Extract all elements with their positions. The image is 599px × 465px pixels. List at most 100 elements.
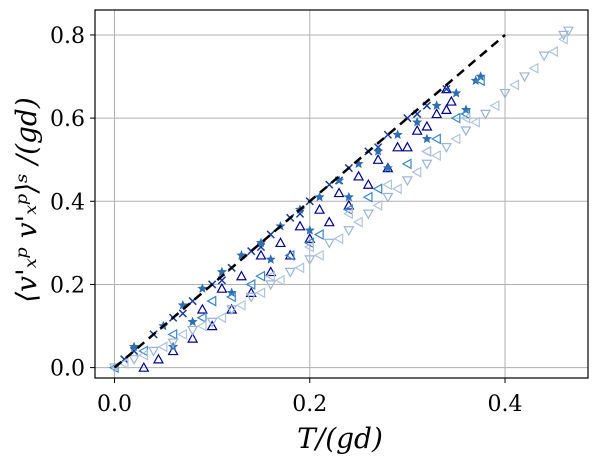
y-tick-label: 0.0 [50, 357, 85, 382]
data-point [445, 95, 457, 106]
x-ticks: 0.0 0.2 0.4 [97, 378, 523, 417]
data-point [362, 191, 373, 203]
data-point [255, 249, 267, 260]
data-point [499, 88, 511, 99]
data-point [372, 153, 384, 164]
plot-frame [94, 9, 589, 379]
data-point [196, 312, 207, 324]
data-point [265, 280, 277, 291]
y-tick-label: 0.2 [50, 273, 85, 298]
data-point [187, 316, 198, 327]
data-point [557, 33, 568, 45]
data-point [206, 320, 218, 331]
data-point [196, 320, 207, 332]
data-point [225, 291, 236, 303]
data-point [548, 46, 559, 58]
data-point [129, 341, 140, 352]
data-point [460, 112, 471, 124]
data-point [216, 266, 227, 277]
data-point [108, 362, 119, 374]
data-point [313, 229, 324, 241]
data-point [440, 83, 452, 94]
data-point [245, 287, 257, 297]
data-point [411, 124, 423, 135]
data-point [197, 283, 208, 293]
y-tick-label: 0.4 [50, 190, 85, 215]
data-point [206, 317, 218, 328]
grid-lines [95, 10, 588, 378]
data-point [313, 249, 324, 261]
data-point [362, 178, 374, 189]
data-point [421, 145, 432, 157]
data-point [362, 209, 374, 220]
data-point [196, 303, 208, 314]
data-point [442, 84, 451, 94]
data-point [274, 274, 285, 286]
data-point [304, 225, 315, 235]
data-point [226, 305, 238, 316]
data-point [451, 87, 462, 98]
data-point [314, 203, 326, 214]
data-point [118, 357, 129, 369]
data-point [343, 208, 354, 220]
data-point [255, 270, 266, 282]
data-point [255, 287, 266, 299]
data-point [284, 249, 296, 260]
data-point [401, 158, 412, 170]
data-point [343, 226, 355, 237]
data-point [216, 282, 228, 293]
data-point [372, 183, 383, 195]
series-group [118, 33, 568, 369]
data-point [353, 170, 365, 181]
data-point [109, 363, 121, 374]
data-point [401, 141, 413, 152]
data-point [562, 26, 574, 37]
data-point [474, 75, 485, 87]
data-point [264, 270, 275, 282]
data-point [430, 133, 441, 145]
data-point [421, 133, 432, 144]
data-point [401, 176, 413, 187]
data-point [245, 278, 256, 290]
data-point [519, 72, 531, 83]
series-group [138, 83, 457, 372]
data-point [304, 232, 316, 243]
data-point [284, 249, 295, 261]
data-point [528, 62, 539, 74]
data-point [450, 112, 461, 124]
data-point [391, 183, 402, 195]
data-point [265, 266, 277, 277]
data-point [187, 325, 199, 336]
series-group [120, 84, 451, 364]
data-point [450, 133, 461, 145]
data-point [392, 129, 403, 140]
data-point [411, 166, 422, 178]
data-point [314, 191, 325, 202]
data-point [352, 216, 363, 228]
data-points [108, 26, 574, 374]
data-point [245, 292, 257, 303]
data-point [152, 353, 164, 364]
data-point [128, 355, 140, 366]
y-ticks: 0.0 0.2 0.4 0.6 0.8 [50, 24, 95, 382]
data-point [372, 199, 383, 211]
data-point [538, 51, 550, 62]
data-point [206, 295, 217, 307]
x-tick-label: 0.4 [488, 392, 523, 417]
data-point [431, 100, 442, 110]
data-point [479, 109, 492, 120]
data-point [509, 79, 519, 91]
data-point [323, 216, 335, 227]
data-point [392, 141, 404, 152]
data-point [304, 255, 316, 266]
x-tick-label: 0.0 [97, 392, 132, 417]
data-point [323, 238, 335, 249]
data-point [274, 237, 287, 248]
data-point [431, 108, 443, 119]
data-point [187, 332, 199, 343]
data-point [440, 104, 452, 114]
data-point [333, 233, 344, 245]
data-point [382, 192, 394, 203]
data-point [157, 341, 168, 353]
